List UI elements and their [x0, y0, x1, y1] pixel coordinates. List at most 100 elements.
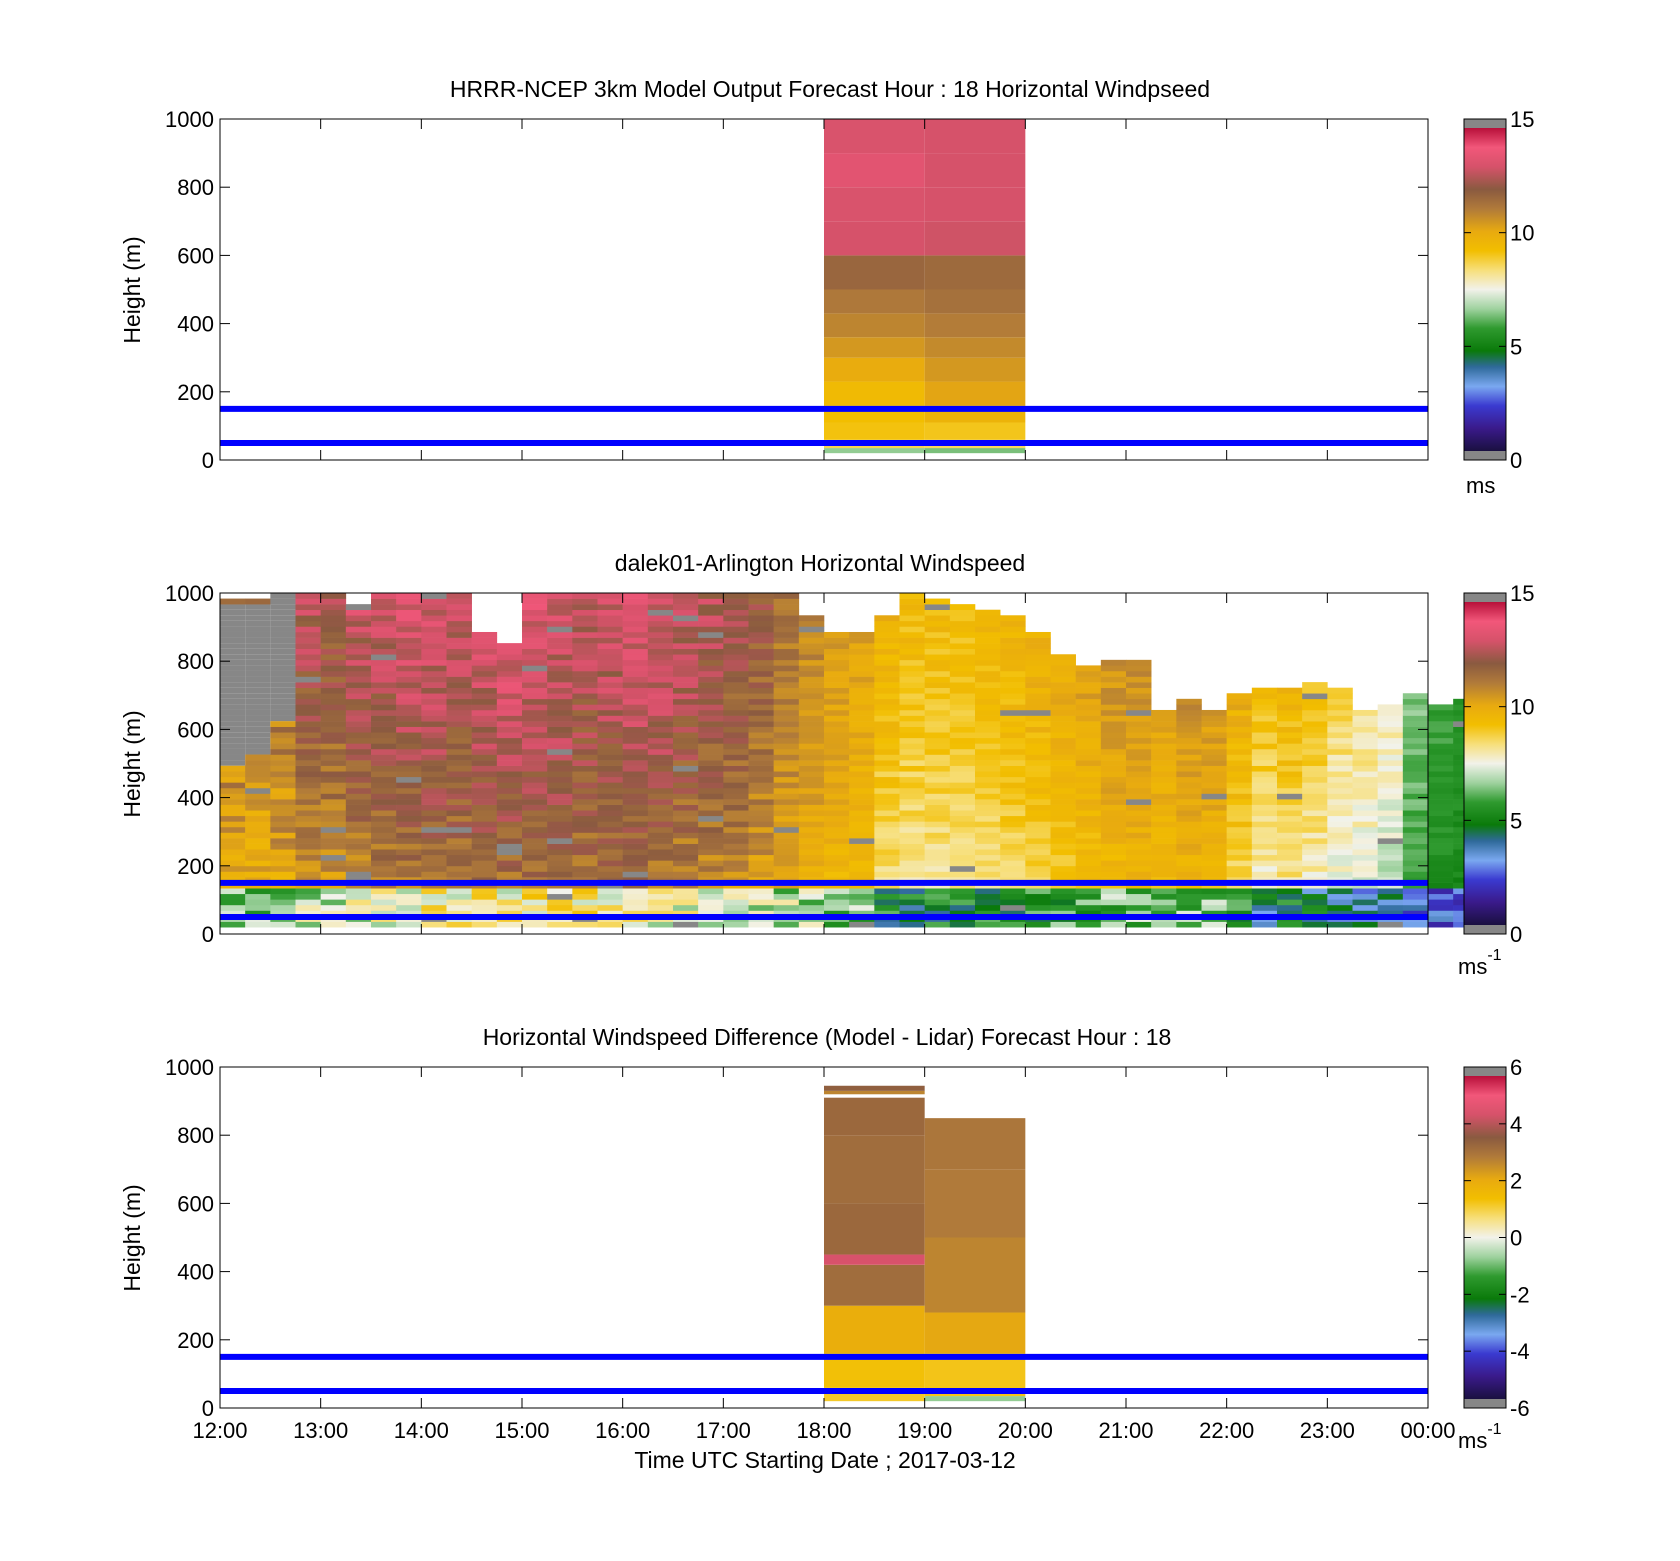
heat-cell	[1201, 721, 1227, 727]
heat-cell	[949, 854, 976, 861]
heat-cell	[824, 760, 850, 766]
heat-cell	[522, 765, 548, 772]
heat-cell	[1251, 693, 1278, 700]
heat-cell	[396, 776, 422, 783]
panel-model-ylabel: Height (m)	[119, 236, 145, 343]
heat-cell	[295, 654, 321, 661]
heat-cell	[522, 648, 548, 655]
heat-cell	[522, 637, 548, 644]
heat-cell	[1402, 715, 1429, 722]
heat-cell	[1428, 899, 1454, 906]
heat-cell	[1201, 904, 1227, 911]
heat-cell	[647, 799, 674, 805]
heat-cell	[1226, 865, 1253, 872]
heat-cell	[295, 787, 321, 794]
heat-cell	[1327, 910, 1353, 917]
heat-cell	[446, 860, 472, 867]
heat-cell	[446, 921, 472, 928]
heat-cell	[1075, 732, 1102, 739]
heat-cell	[673, 854, 699, 861]
heat-cell	[899, 748, 925, 755]
heat-cell	[899, 709, 925, 716]
heat-cell	[1176, 776, 1202, 783]
heat-cell	[270, 838, 296, 844]
heat-cell	[949, 804, 976, 811]
heat-cell	[1377, 732, 1404, 739]
heat-cell	[1176, 921, 1202, 928]
heat-cell	[245, 904, 271, 911]
heat-cell	[1377, 787, 1404, 794]
heat-cell	[975, 921, 1001, 928]
heat-cell	[371, 670, 397, 677]
heat-cell	[1075, 832, 1102, 839]
heat-cell	[1428, 832, 1454, 839]
heat-cell	[1201, 715, 1227, 722]
heat-cell	[647, 676, 674, 683]
heat-cell	[1201, 787, 1227, 794]
heat-cell	[245, 832, 271, 839]
heat-cell	[1352, 726, 1378, 733]
heat-cell	[421, 676, 447, 683]
heat-cell	[345, 810, 372, 817]
heat-cell	[647, 593, 674, 599]
heat-cell	[597, 849, 623, 856]
heat-cell	[270, 743, 296, 750]
heat-cell	[849, 709, 875, 716]
heat-cell	[1352, 799, 1378, 805]
heat-cell	[975, 793, 1001, 800]
heat-cell	[421, 670, 447, 677]
heat-cell	[924, 888, 951, 895]
heat-cell	[371, 776, 397, 783]
heat-cell	[220, 904, 246, 911]
heat-cell	[647, 838, 674, 844]
heat-cell	[220, 698, 246, 705]
heat-cell	[723, 771, 749, 778]
heat-cell	[345, 726, 372, 733]
heat-cell	[1050, 687, 1076, 694]
heat-cell	[446, 709, 472, 716]
heat-cell	[1302, 732, 1328, 739]
heat-cell	[1050, 838, 1076, 844]
heat-cell	[396, 893, 422, 900]
heat-cell	[371, 715, 397, 722]
heat-cell	[1377, 888, 1404, 895]
heat-cell	[748, 715, 774, 722]
heat-cell	[421, 693, 447, 700]
heat-cell	[1402, 782, 1429, 789]
heat-cell	[572, 604, 598, 611]
heat-cell	[824, 704, 850, 711]
heat-cell	[647, 815, 674, 822]
panel-model: HRRR-NCEP 3km Model Output Forecast Hour…	[119, 76, 1534, 498]
heat-cell	[345, 871, 372, 878]
panel-difference-xlabel: Time UTC Starting Date ; 2017-03-12	[634, 1447, 1015, 1473]
heat-cell	[1402, 748, 1429, 755]
heat-cell	[622, 910, 649, 917]
heat-cell	[975, 815, 1001, 822]
heat-cell	[1428, 799, 1454, 805]
heat-cell	[698, 620, 724, 627]
heat-cell	[1277, 715, 1303, 722]
heat-cell	[1302, 760, 1328, 766]
heat-cell	[471, 715, 498, 722]
heat-cell	[1251, 843, 1278, 850]
heat-cell	[824, 693, 850, 700]
heat-cell	[1302, 743, 1328, 750]
heat-cell	[1050, 709, 1076, 716]
heat-cell	[1050, 821, 1076, 828]
heat-cell	[1402, 854, 1429, 861]
heat-cell	[798, 871, 825, 878]
heat-cell	[1151, 715, 1177, 722]
heat-cell	[1176, 721, 1202, 727]
heat-cell	[1126, 804, 1152, 811]
heat-cell	[1151, 765, 1177, 772]
heat-cell	[396, 737, 422, 744]
heat-cell	[220, 743, 246, 749]
heat-cell	[975, 860, 1001, 867]
heat-cell	[1251, 838, 1278, 844]
heat-cell	[824, 654, 850, 661]
panel-lidar-cells	[220, 593, 1504, 928]
heat-cell	[949, 826, 976, 833]
heat-cell	[547, 721, 573, 727]
heat-cell	[1126, 732, 1152, 739]
heat-cell	[1428, 849, 1454, 856]
